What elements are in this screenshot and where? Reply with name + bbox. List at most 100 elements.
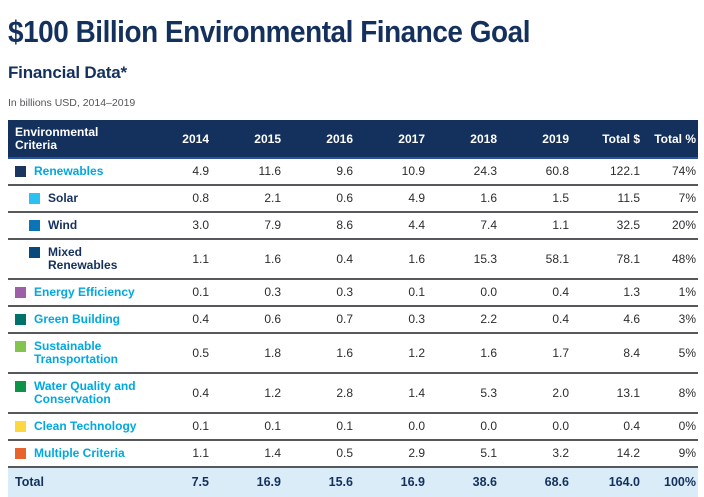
category-label: Energy Efficiency (34, 285, 135, 299)
category-cell: Sustainable Transportation (8, 333, 139, 374)
value-cell: 3% (642, 306, 698, 334)
value-cell: 4.6 (571, 306, 642, 334)
category-cell: Water Quality and Conservation (8, 373, 139, 414)
value-cell: 4.9 (355, 185, 427, 213)
category-label: Mixed Renewables (48, 245, 118, 272)
total-value-2018: 38.6 (427, 467, 499, 497)
value-cell: 0.1 (283, 413, 355, 441)
value-cell: 7.9 (211, 212, 283, 240)
column-header-total-percent: Total % (642, 120, 698, 159)
value-cell: 2.1 (211, 185, 283, 213)
value-cell: 3.2 (499, 440, 571, 468)
value-cell: 1.6 (355, 239, 427, 280)
category-label: Renewables (34, 164, 104, 178)
total-value-dollars: 164.0 (571, 467, 642, 497)
value-cell: 15.3 (427, 239, 499, 280)
table-row: Energy Efficiency 0.1 0.3 0.3 0.1 0.0 0.4 1.3 1% (8, 279, 698, 307)
value-cell: 8% (642, 373, 698, 414)
value-cell: 0.4 (283, 239, 355, 280)
value-cell: 2.8 (283, 373, 355, 414)
total-value-2017: 16.9 (355, 467, 427, 497)
table-row: Clean Technology 0.1 0.1 0.1 0.0 0.0 0.0 0.4 0% (8, 413, 698, 441)
category-cell: Energy Efficiency (8, 279, 139, 307)
column-header-2014: 2014 (139, 120, 211, 159)
category-label: Wind (48, 218, 78, 232)
value-cell: 0.1 (211, 413, 283, 441)
renewables-color-swatch (15, 166, 26, 177)
value-cell: 1.2 (355, 333, 427, 374)
total-row-label: Total (8, 467, 139, 497)
category-label: Water Quality and Conservation (34, 379, 136, 406)
value-cell: 0.8 (139, 185, 211, 213)
value-cell: 5% (642, 333, 698, 374)
wind-color-swatch (29, 220, 40, 231)
value-cell: 0.4 (139, 373, 211, 414)
value-cell: 0.5 (139, 333, 211, 374)
value-cell: 0.3 (283, 279, 355, 307)
value-cell: 0.3 (355, 306, 427, 334)
section-subtitle: Financial Data* (8, 63, 127, 82)
value-cell: 8.6 (283, 212, 355, 240)
value-cell: 0.0 (427, 413, 499, 441)
value-cell: 4.9 (139, 158, 211, 186)
category-label: Green Building (34, 312, 121, 326)
value-cell: 0.0 (355, 413, 427, 441)
value-cell: 1.6 (427, 333, 499, 374)
value-cell: 0.1 (139, 413, 211, 441)
value-cell: 0.0 (499, 413, 571, 441)
value-cell: 4.4 (355, 212, 427, 240)
value-cell: 58.1 (499, 239, 571, 280)
value-cell: 0.6 (283, 185, 355, 213)
value-cell: 8.4 (571, 333, 642, 374)
value-cell: 5.1 (427, 440, 499, 468)
value-cell: 1.6 (427, 185, 499, 213)
value-cell: 13.1 (571, 373, 642, 414)
value-cell: 74% (642, 158, 698, 186)
column-header-2019: 2019 (499, 120, 571, 159)
value-cell: 1.2 (211, 373, 283, 414)
value-cell: 20% (642, 212, 698, 240)
water-quality-color-swatch (15, 381, 26, 392)
total-value-2014: 7.5 (139, 467, 211, 497)
value-cell: 1.1 (139, 239, 211, 280)
financial-data-table: Environmental Criteria 2014 2015 2016 20… (8, 120, 698, 497)
green-building-color-swatch (15, 314, 26, 325)
table-body: Renewables 4.9 11.6 9.6 10.9 24.3 60.8 122.1 74%… (8, 158, 698, 468)
value-cell: 0.1 (139, 279, 211, 307)
table-row: Renewables 4.9 11.6 9.6 10.9 24.3 60.8 122.1 74% (8, 158, 698, 186)
value-cell: 2.0 (499, 373, 571, 414)
value-cell: 0.4 (499, 306, 571, 334)
value-cell: 0.6 (211, 306, 283, 334)
category-cell: Solar (8, 185, 139, 213)
category-cell: Wind (8, 212, 139, 240)
value-cell: 1% (642, 279, 698, 307)
units-note: In billions USD, 2014–2019 (8, 97, 136, 109)
clean-technology-color-swatch (15, 421, 26, 432)
value-cell: 0.1 (355, 279, 427, 307)
value-cell: 7% (642, 185, 698, 213)
column-header-2015: 2015 (211, 120, 283, 159)
value-cell: 1.4 (211, 440, 283, 468)
value-cell: 3.0 (139, 212, 211, 240)
value-cell: 1.6 (283, 333, 355, 374)
value-cell: 14.2 (571, 440, 642, 468)
table-row: Solar 0.8 2.1 0.6 4.9 1.6 1.5 11.5 7% (8, 185, 698, 213)
mixed-renewables-color-swatch (29, 247, 40, 258)
column-header-2017: 2017 (355, 120, 427, 159)
category-cell: Renewables (8, 158, 139, 186)
value-cell: 5.3 (427, 373, 499, 414)
total-value-2015: 16.9 (211, 467, 283, 497)
category-cell: Multiple Criteria (8, 440, 139, 468)
value-cell: 1.1 (139, 440, 211, 468)
value-cell: 0.7 (283, 306, 355, 334)
column-header-criteria: Environmental Criteria (8, 120, 139, 159)
value-cell: 0.5 (283, 440, 355, 468)
value-cell: 1.4 (355, 373, 427, 414)
value-cell: 32.5 (571, 212, 642, 240)
value-cell: 0% (642, 413, 698, 441)
value-cell: 1.1 (499, 212, 571, 240)
value-cell: 0.0 (427, 279, 499, 307)
value-cell: 1.6 (211, 239, 283, 280)
value-cell: 1.8 (211, 333, 283, 374)
